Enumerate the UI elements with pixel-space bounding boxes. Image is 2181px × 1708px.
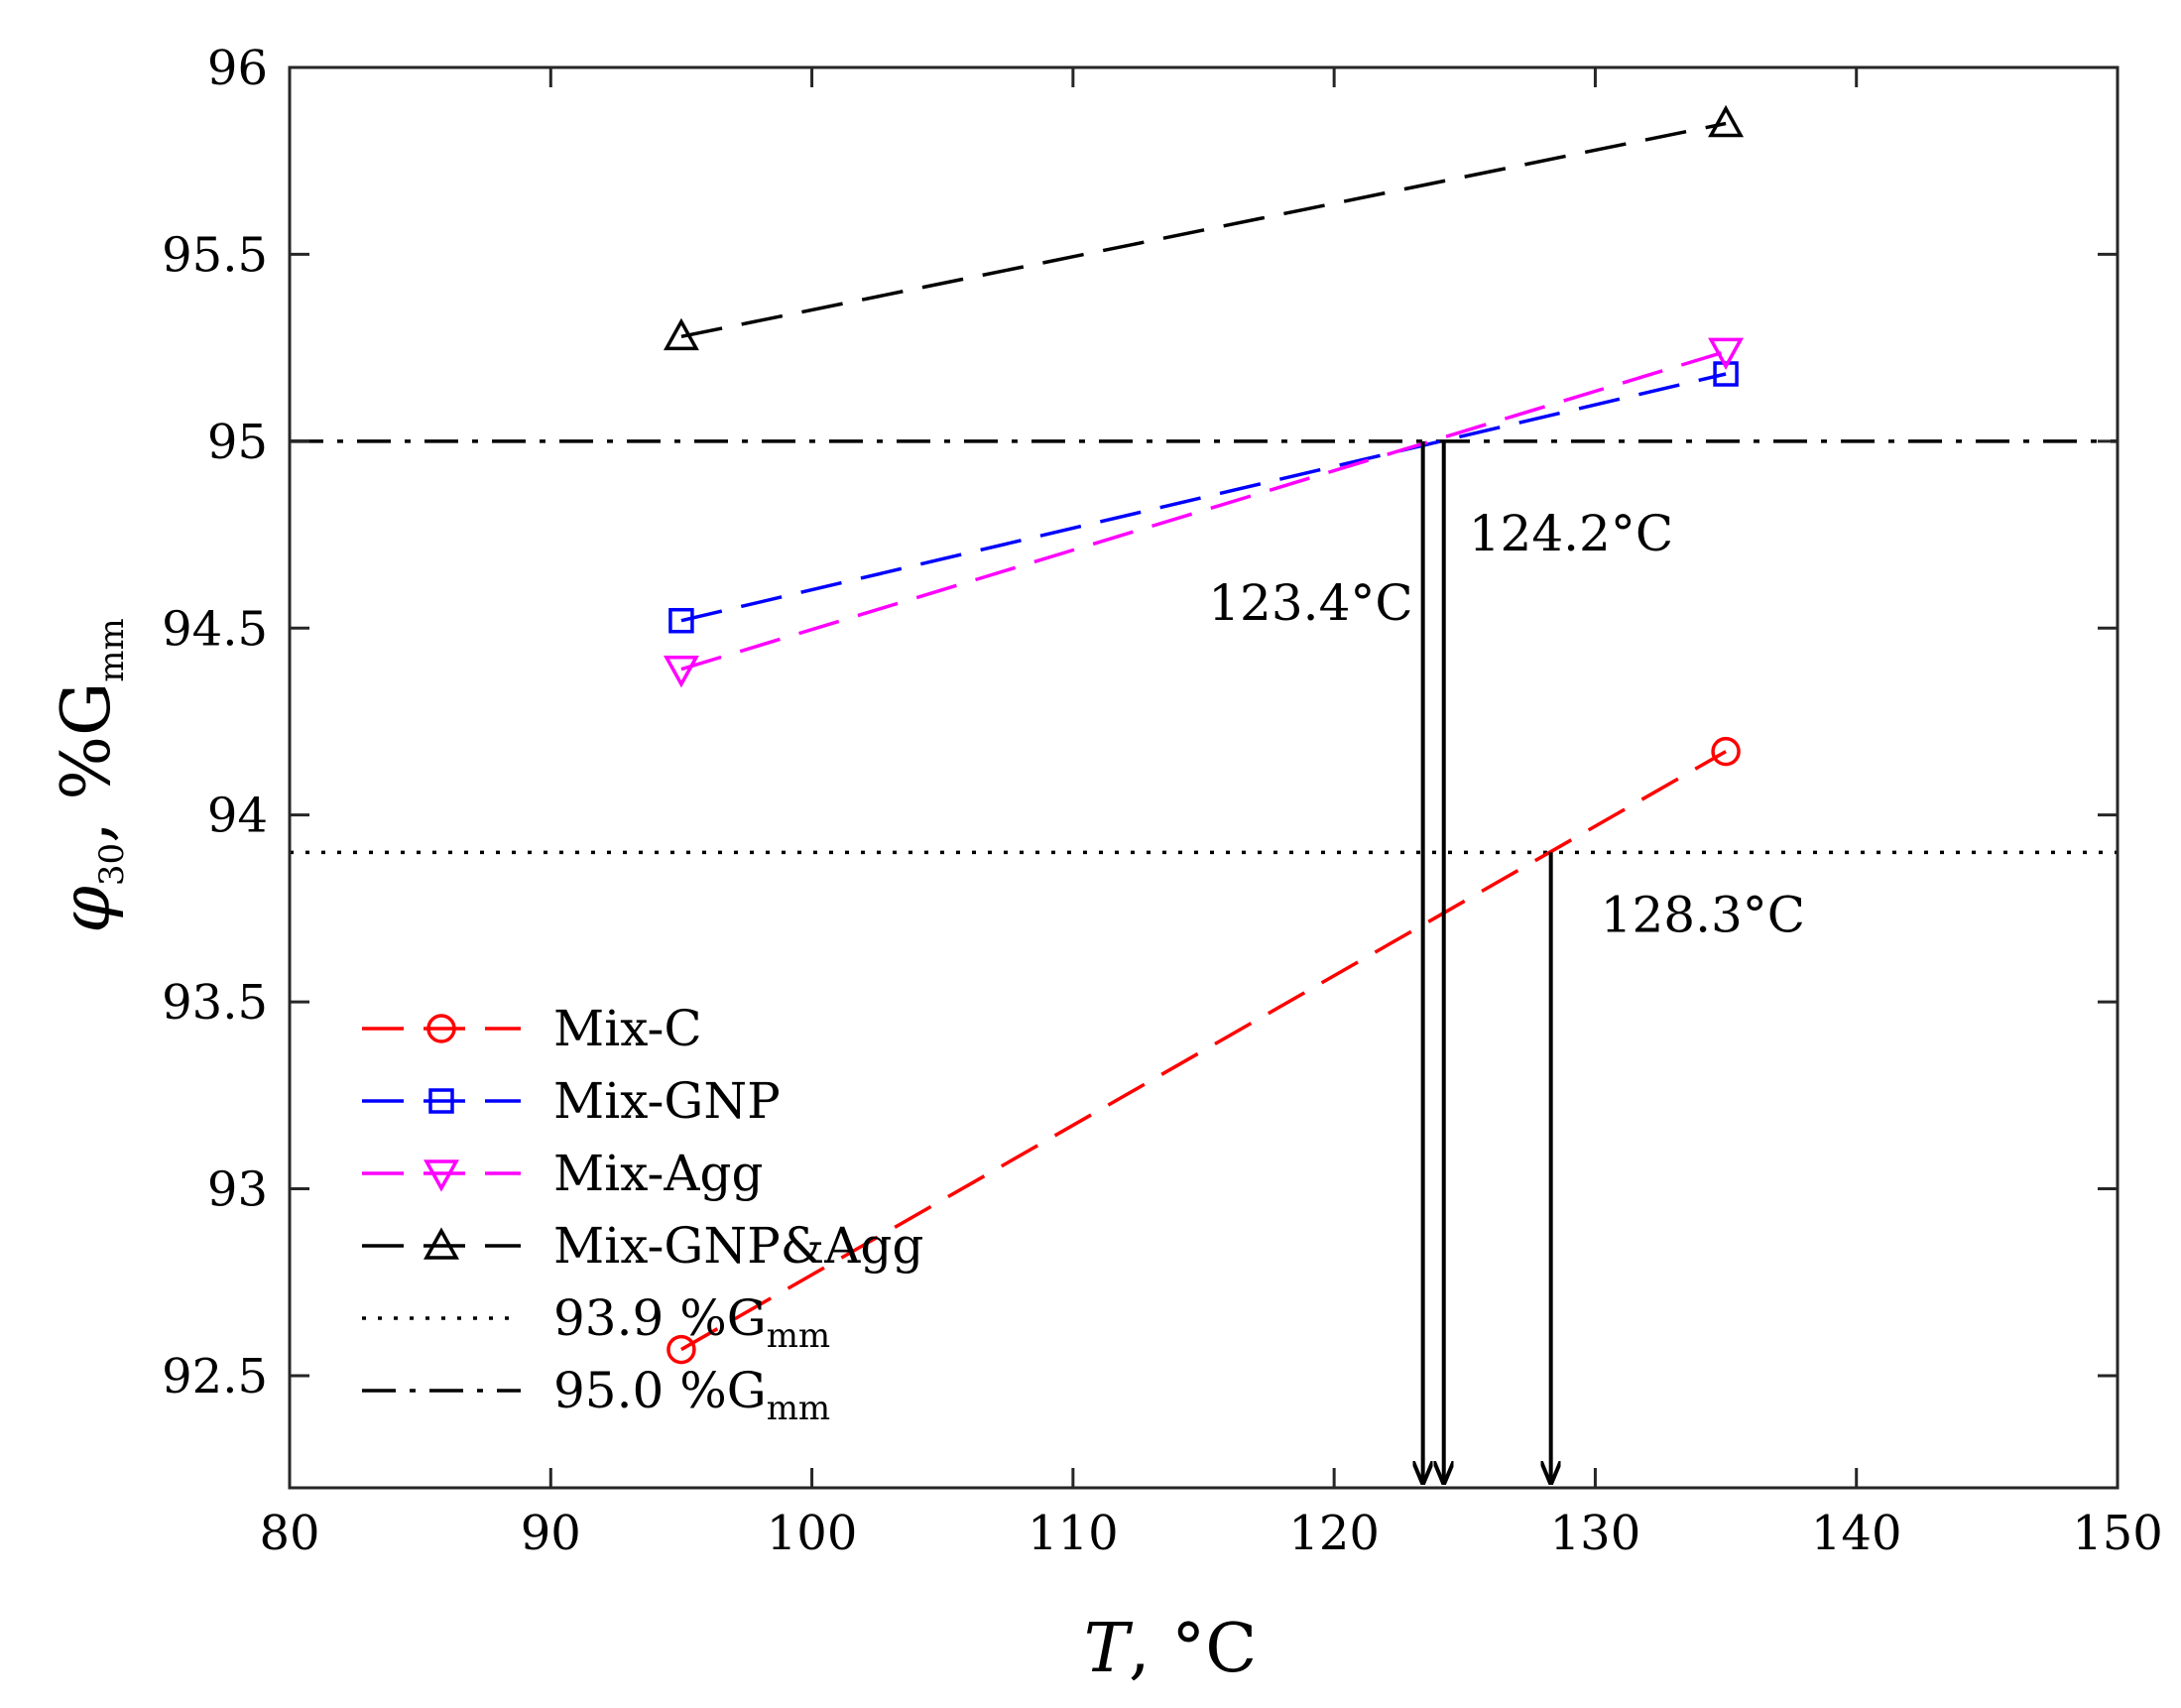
data-point-mix-gnp-and-agg-1 xyxy=(1708,104,1745,138)
legend-label-mix-gnp-and-agg: Mix-GNP&Agg xyxy=(553,1217,923,1275)
y-tick-label-7: 96 xyxy=(207,41,268,96)
legend-marker-mix-gnp-and-agg xyxy=(424,1227,459,1260)
y-tick-label-6: 95.5 xyxy=(162,227,268,283)
legend-label-mix-gnp: Mix-GNP xyxy=(553,1072,781,1130)
y-tick-label-2: 93.5 xyxy=(162,975,268,1031)
legend-marker-mix-agg xyxy=(424,1159,459,1192)
legend-label-mix-c: Mix-C xyxy=(553,1000,702,1057)
legend-label-mix-agg: Mix-Agg xyxy=(553,1145,764,1202)
legend-label-dotted: 93.9 %Gmm xyxy=(553,1289,830,1356)
data-point-mix-agg-0 xyxy=(663,655,699,688)
x-tick-label-7: 150 xyxy=(2072,1506,2163,1561)
y-tick-label-0: 92.5 xyxy=(162,1349,268,1404)
y-tick-label-4: 94.5 xyxy=(162,601,268,657)
x-tick-label-5: 130 xyxy=(1550,1506,1641,1561)
series-line-mix-gnp-and-agg xyxy=(680,121,1727,339)
x-tick-label-4: 120 xyxy=(1288,1506,1380,1561)
legend-label-dashdot: 95.0 %Gmm xyxy=(553,1362,830,1428)
x-tick-label-6: 140 xyxy=(1811,1506,1902,1561)
x-tick-label-2: 100 xyxy=(767,1506,858,1561)
data-point-mix-c-0 xyxy=(666,1334,696,1365)
annotation-label-2: 128.3°C xyxy=(1601,886,1805,943)
annotation-label-1: 124.2°C xyxy=(1469,505,1673,562)
plot-area xyxy=(290,67,2118,1488)
x-tick-label-1: 90 xyxy=(521,1506,581,1561)
legend-marker-mix-gnp xyxy=(428,1088,454,1114)
y-axis-title: φ30, %Gmm xyxy=(48,618,132,933)
plot-frame xyxy=(288,65,2120,1490)
annotation-label-0: 123.4°C xyxy=(1208,574,1412,632)
x-tick-label-0: 80 xyxy=(259,1506,319,1561)
y-tick-label-1: 93 xyxy=(207,1162,268,1218)
data-point-mix-c-1 xyxy=(1711,736,1741,767)
data-point-mix-gnp-0 xyxy=(668,607,694,634)
y-tick-label-5: 95 xyxy=(207,415,268,470)
x-axis-title: T, °C xyxy=(1084,1610,1258,1688)
series-line-mix-gnp xyxy=(680,372,1727,623)
legend-marker-mix-c xyxy=(426,1014,456,1043)
data-point-mix-gnp-and-agg-0 xyxy=(663,317,699,351)
data-point-mix-agg-1 xyxy=(1708,337,1745,371)
y-tick-label-3: 94 xyxy=(207,789,268,844)
x-tick-label-3: 110 xyxy=(1028,1506,1119,1561)
series-line-mix-c xyxy=(680,750,1727,1352)
legend: Mix-C Mix-GNP Mix-Agg Mix-GNP&Agg 93.9 %Gmm9… xyxy=(362,1000,923,1428)
